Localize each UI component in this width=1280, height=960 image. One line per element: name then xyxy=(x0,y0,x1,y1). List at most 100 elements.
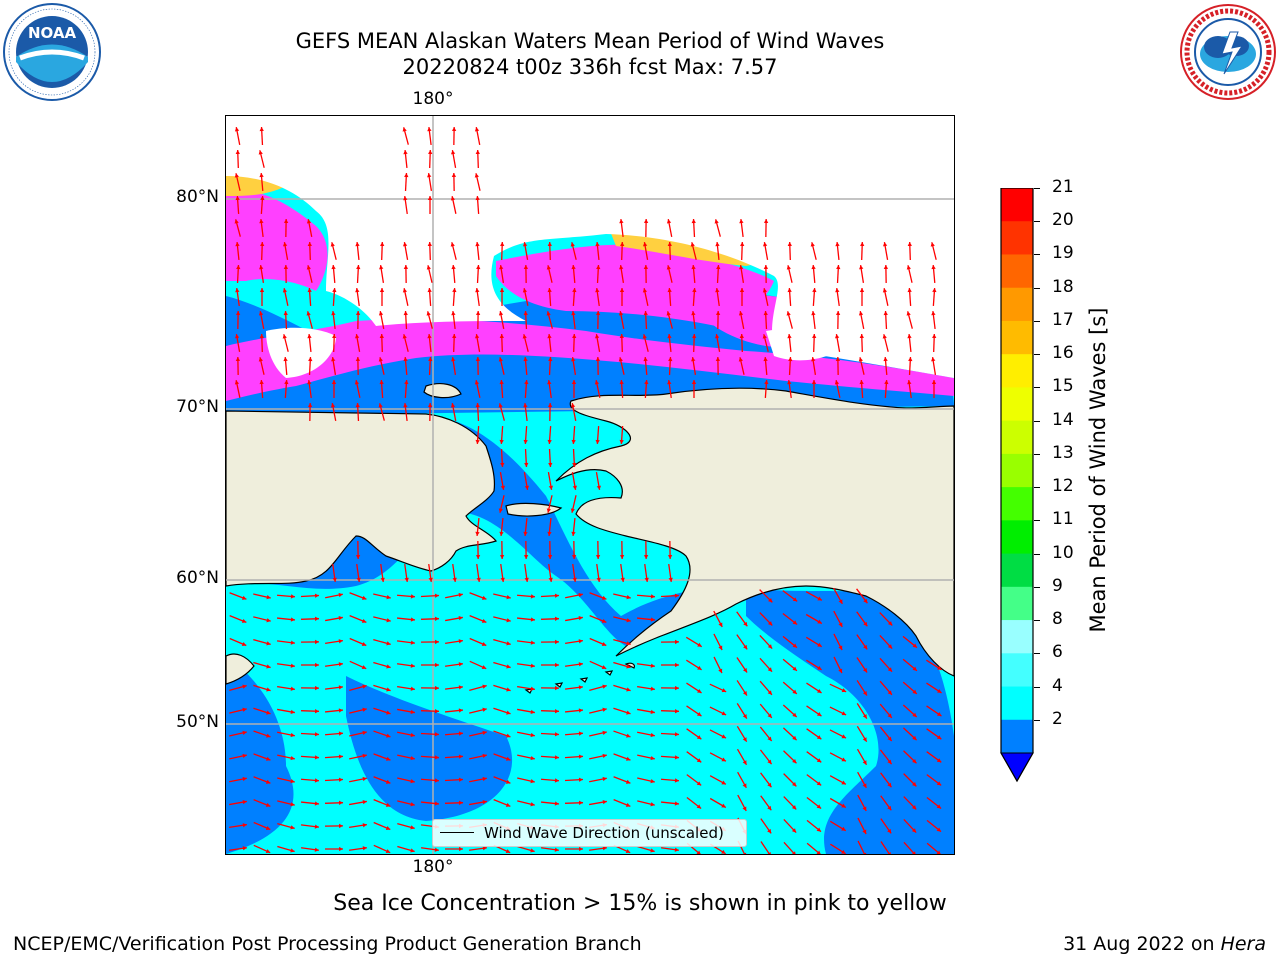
wind-arrow-head xyxy=(546,508,551,513)
wind-arrow-head xyxy=(523,439,528,444)
wind-arrow-head xyxy=(451,265,456,270)
wind-arrow-head xyxy=(450,196,456,201)
wind-arrow-head xyxy=(650,755,655,761)
wind-arrow-head xyxy=(315,685,319,691)
wind-arrow-head xyxy=(619,288,625,292)
wind-arrow-head xyxy=(642,334,647,339)
wind-arrow-head xyxy=(912,758,917,764)
wind-arrow-head xyxy=(475,196,480,201)
wind-arrow-head xyxy=(355,288,360,293)
wind-arrow-head xyxy=(481,618,487,623)
wind-arrow-head xyxy=(435,662,439,668)
lat-label-70n: 70°N xyxy=(176,397,219,417)
wind-arrow-head xyxy=(936,804,942,809)
wind-arrow-head xyxy=(912,735,917,741)
wind-arrow-head xyxy=(650,594,655,599)
wind-arrow-head xyxy=(571,311,576,316)
wind-arrow-head xyxy=(500,462,505,467)
wind-arrow-head xyxy=(692,288,697,293)
wind-arrow-head xyxy=(816,827,821,832)
wind-arrow-head xyxy=(937,688,942,693)
wind-arrow-head xyxy=(718,645,723,651)
wind-arrow-head xyxy=(696,735,702,740)
wind-arrow-head xyxy=(786,265,791,270)
wind-arrow-head xyxy=(354,380,360,385)
wind-arrow-head xyxy=(571,357,576,362)
wind-arrow-head xyxy=(602,799,607,805)
wind-arrow-head xyxy=(235,288,240,293)
wind-arrow-head xyxy=(787,380,792,385)
wind-arrow-head xyxy=(619,265,624,270)
wind-arrow-head xyxy=(691,219,696,224)
wind-arrow-head xyxy=(620,242,625,247)
wind-arrow-head xyxy=(242,823,247,828)
colorbar-segment xyxy=(1001,354,1033,388)
wind-arrow-head xyxy=(767,851,771,854)
wind-arrow-head xyxy=(936,735,942,740)
wind-arrow-head xyxy=(428,357,433,362)
wind-arrow-head xyxy=(355,555,361,559)
wind-arrow-head xyxy=(530,848,535,853)
wind-arrow-head xyxy=(410,825,415,830)
wind-arrow-head xyxy=(907,380,912,385)
wind-arrow-head xyxy=(667,334,672,339)
wind-arrow-head xyxy=(290,663,295,668)
wind-arrow-head xyxy=(265,825,271,830)
colorbar-tick-label: 6 xyxy=(1052,642,1063,663)
wind-wave-arrows xyxy=(228,126,942,854)
wind-arrow-head xyxy=(458,777,463,782)
wind-arrow-head xyxy=(767,782,772,788)
wind-arrow-head xyxy=(571,380,577,384)
wind-arrow-head xyxy=(523,311,528,316)
wind-arrow-head xyxy=(524,462,529,467)
wind-arrow-head xyxy=(739,334,744,339)
wind-arrow-head xyxy=(692,334,697,339)
wind-arrow-head xyxy=(835,288,840,293)
wind-arrow-head xyxy=(435,685,439,691)
colorbar-tick xyxy=(1034,686,1040,688)
wind-arrow-head xyxy=(356,577,361,582)
wind-arrow-head xyxy=(763,219,769,223)
wind-arrow-head xyxy=(792,735,797,741)
wind-arrow-head xyxy=(546,265,551,270)
wind-arrow-head xyxy=(835,242,840,247)
map-panel xyxy=(225,115,955,855)
wind-arrow-head xyxy=(767,667,773,672)
wind-arrow-head xyxy=(841,711,847,716)
wind-arrow-head xyxy=(266,733,271,738)
wind-arrow-head xyxy=(331,380,337,384)
colorbar-tick-label: 8 xyxy=(1052,609,1063,630)
wind-arrow-head xyxy=(450,242,455,247)
wind-arrow-head xyxy=(499,439,504,444)
wind-arrow-head xyxy=(362,776,367,782)
wind-arrow-head xyxy=(500,577,505,582)
wind-arrow-head xyxy=(860,242,865,247)
wind-arrow-head xyxy=(718,622,723,627)
wind-arrow-head xyxy=(787,334,792,339)
wind-arrow-head xyxy=(742,714,747,719)
wind-arrow-head xyxy=(499,265,504,270)
wind-arrow-head xyxy=(715,288,720,293)
wind-arrow-head xyxy=(792,782,797,787)
wind-arrow-head xyxy=(619,334,624,339)
wind-arrow-head xyxy=(403,150,408,155)
wind-arrow-head xyxy=(266,710,271,715)
wind-arrow-head xyxy=(379,288,385,292)
wind-arrow-head xyxy=(740,242,745,247)
wind-arrow-head xyxy=(403,265,409,269)
wind-arrow-head xyxy=(721,803,726,808)
wind-arrow-head xyxy=(505,802,511,807)
colorbar-tick-label: 9 xyxy=(1052,575,1063,596)
wind-arrow-head xyxy=(499,334,504,339)
wind-arrow-head xyxy=(908,357,913,362)
wind-arrow-head xyxy=(235,357,241,361)
wind-arrow-head xyxy=(930,242,935,247)
wind-arrow-head xyxy=(547,531,552,536)
wind-arrow-head xyxy=(530,802,535,807)
wind-arrow-head xyxy=(283,219,289,223)
wind-arrow-head xyxy=(595,555,601,559)
wind-arrow-head xyxy=(792,689,797,694)
wind-arrow-head xyxy=(434,709,439,714)
wind-arrow-head xyxy=(601,595,607,600)
wind-arrow-head xyxy=(718,668,723,674)
